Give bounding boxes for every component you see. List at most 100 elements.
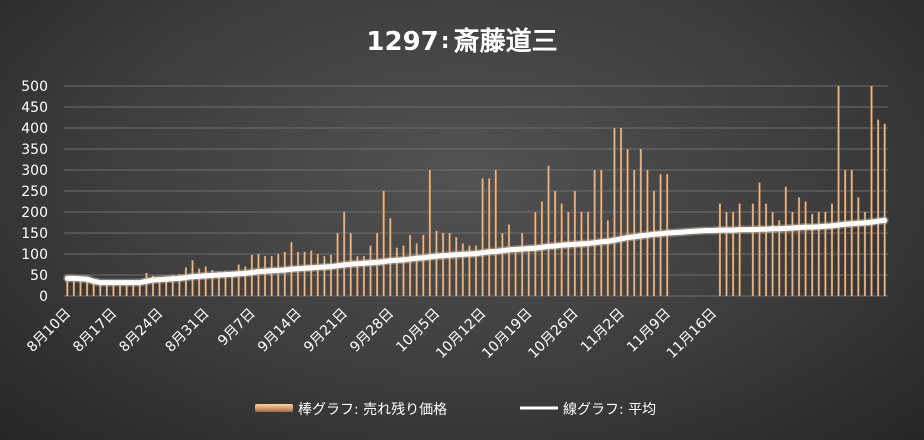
bar	[606, 220, 609, 296]
y-tick-label: 250	[21, 184, 48, 200]
bar	[105, 283, 108, 296]
bar	[863, 212, 867, 296]
y-tick-label: 300	[21, 163, 48, 179]
bar	[580, 212, 583, 296]
bar	[323, 256, 326, 296]
bar	[178, 274, 181, 296]
bar	[844, 170, 847, 296]
bar	[534, 212, 537, 296]
bar	[778, 220, 781, 296]
bar	[230, 271, 234, 296]
bar	[263, 256, 267, 296]
line-series	[63, 216, 889, 287]
bar	[448, 233, 451, 296]
bar	[165, 275, 168, 296]
bar	[356, 256, 359, 296]
y-tick-label: 400	[21, 121, 48, 137]
bar	[92, 283, 95, 296]
bar	[455, 237, 458, 296]
bar	[521, 233, 524, 296]
bar	[211, 269, 214, 296]
bar	[567, 212, 570, 296]
bar	[791, 212, 794, 296]
legend: 棒グラフ: 売れ残り価格 線グラフ: 平均	[255, 402, 656, 418]
bar	[824, 212, 827, 296]
bar	[112, 283, 115, 296]
bar	[619, 128, 623, 296]
y-tick-label: 450	[21, 100, 48, 116]
bar	[277, 254, 280, 296]
bar	[138, 281, 141, 296]
bar	[586, 212, 590, 296]
chart-title-colon: :	[441, 29, 450, 54]
x-tick-label: 9月28日	[347, 306, 397, 356]
bar	[151, 275, 155, 296]
bar	[626, 149, 629, 296]
bar	[343, 212, 346, 296]
bar	[79, 280, 82, 296]
bar	[132, 283, 135, 296]
bar	[639, 149, 642, 296]
y-axis-tick-labels: 0 50 100 150 200 250 300 350 400 450 500	[21, 79, 48, 305]
bar	[738, 203, 741, 296]
average-line	[64, 217, 888, 286]
bar	[771, 212, 774, 296]
bar	[66, 280, 69, 296]
bar	[883, 123, 886, 296]
bar	[382, 191, 385, 296]
x-tick-label: 10月26日	[525, 306, 581, 362]
legend-bar-swatch	[255, 404, 293, 412]
y-tick-label: 50	[30, 268, 48, 284]
bar	[171, 275, 174, 296]
bar	[428, 170, 431, 296]
chart-title-name: 斎藤道三	[454, 26, 558, 57]
bar	[870, 86, 873, 296]
bar	[514, 247, 517, 296]
bar	[270, 256, 273, 296]
bar	[224, 270, 227, 296]
bar	[652, 191, 656, 296]
bar	[857, 197, 860, 296]
bar	[99, 283, 102, 296]
bar	[731, 212, 735, 296]
bar	[817, 212, 820, 296]
bar	[830, 203, 834, 296]
bar	[329, 254, 333, 296]
bar	[547, 165, 550, 296]
legend-bar-label: 棒グラフ: 売れ残り価格	[298, 402, 447, 418]
x-tick-label: 9月21日	[301, 306, 351, 356]
bar	[751, 203, 754, 296]
bar	[158, 277, 161, 296]
bar-series	[66, 86, 886, 296]
y-tick-label: 0	[39, 289, 48, 305]
bar	[85, 281, 89, 296]
bar	[501, 233, 504, 296]
bar	[461, 243, 464, 296]
y-tick-label: 100	[21, 247, 48, 263]
bar	[725, 212, 728, 296]
bar	[811, 214, 814, 296]
bar	[764, 203, 768, 296]
x-tick-label: 8月24日	[116, 306, 166, 356]
bar	[402, 245, 405, 296]
bar	[877, 119, 880, 296]
bar	[303, 251, 306, 296]
bar	[784, 186, 787, 296]
bar	[804, 201, 807, 296]
bar	[527, 245, 530, 296]
bar	[118, 283, 122, 296]
bar	[362, 256, 366, 296]
bar	[244, 266, 247, 296]
x-tick-label: 8月31日	[163, 306, 213, 356]
bar	[369, 245, 372, 296]
bar	[481, 178, 484, 296]
bar	[204, 266, 207, 296]
chart-title: 1297: 斎藤道三	[366, 26, 557, 57]
bar	[474, 245, 478, 296]
bar	[415, 243, 418, 296]
bar	[316, 254, 319, 296]
bar	[494, 170, 497, 296]
bar	[296, 251, 300, 296]
bar	[217, 271, 221, 296]
